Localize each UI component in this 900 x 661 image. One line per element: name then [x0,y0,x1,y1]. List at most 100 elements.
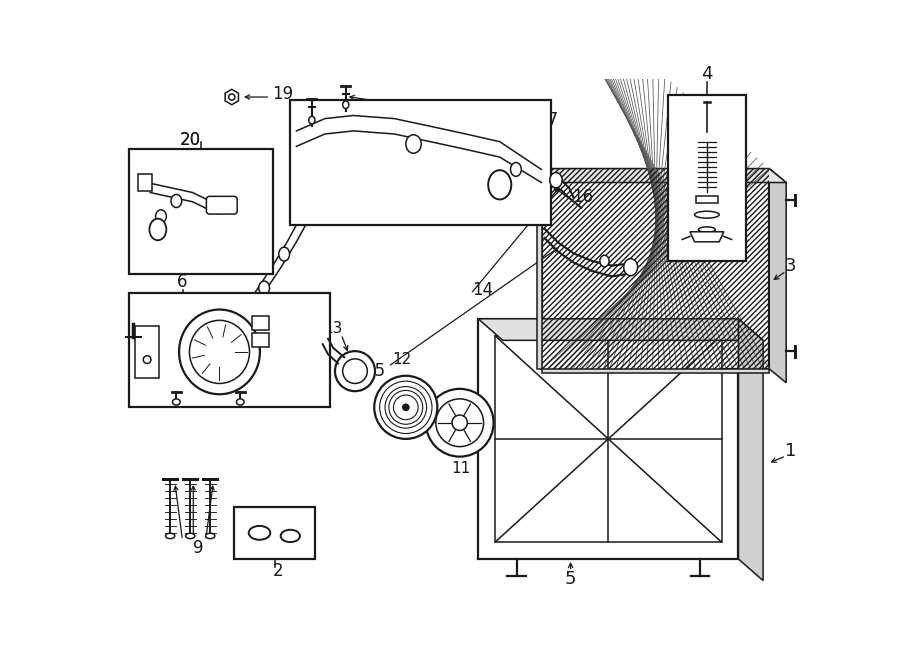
Bar [542,169,770,369]
Text: 16: 16 [572,188,593,206]
Bar [542,169,770,369]
Bar [252,333,269,347]
Text: 10: 10 [134,340,154,356]
Text: 14: 14 [472,280,493,299]
Bar [129,149,274,274]
Text: 21: 21 [238,198,256,212]
Bar [478,319,738,559]
Bar [542,169,770,369]
Bar [542,169,770,369]
Bar [252,317,269,330]
Ellipse shape [374,375,437,439]
Ellipse shape [248,526,270,540]
Ellipse shape [402,405,409,410]
Bar [542,169,770,369]
Text: 18: 18 [306,111,327,129]
Ellipse shape [149,219,166,240]
Bar [542,169,770,369]
Bar [542,169,770,369]
Bar [542,169,770,369]
Ellipse shape [185,533,194,539]
Bar [234,507,315,559]
Bar [129,293,330,407]
Ellipse shape [436,399,483,447]
Bar [542,169,770,369]
Bar [542,169,770,369]
Polygon shape [738,319,763,580]
Bar [542,169,770,369]
Ellipse shape [156,210,166,223]
Polygon shape [770,169,787,383]
Ellipse shape [258,281,269,295]
Bar [542,169,770,369]
Ellipse shape [426,389,493,457]
Bar [542,169,770,369]
Bar [542,169,770,369]
Text: 17: 17 [537,111,558,129]
Text: 11: 11 [452,461,471,477]
Ellipse shape [488,170,511,200]
Ellipse shape [173,399,180,405]
Ellipse shape [695,212,719,218]
Bar [135,326,159,378]
Ellipse shape [237,399,244,405]
Ellipse shape [309,116,315,124]
Bar [542,169,770,369]
Bar [542,169,770,369]
Bar [542,169,770,369]
Text: 13: 13 [324,321,343,336]
Bar [542,169,770,369]
Text: 6: 6 [177,273,188,291]
Bar [542,169,770,369]
Ellipse shape [179,309,260,394]
Text: 15: 15 [364,362,385,380]
Bar [668,95,746,261]
Bar [542,169,770,369]
Text: 5: 5 [565,570,576,588]
Bar [542,169,770,369]
Bar [542,169,770,369]
Ellipse shape [550,173,562,188]
Ellipse shape [189,321,249,383]
Bar [542,169,770,369]
Text: 7: 7 [194,352,202,366]
Text: 9: 9 [193,539,203,557]
Text: 12: 12 [392,352,411,367]
Bar [542,169,770,369]
Bar [542,169,770,369]
Bar [542,169,770,369]
Ellipse shape [510,163,521,176]
Ellipse shape [393,395,419,420]
Bar [542,169,770,369]
Polygon shape [478,319,763,340]
Bar [542,169,770,369]
Bar [542,169,770,369]
Text: 3: 3 [785,257,796,276]
Ellipse shape [279,247,290,261]
FancyBboxPatch shape [206,196,238,214]
Bar [696,196,717,203]
Ellipse shape [599,255,609,267]
Ellipse shape [281,529,300,542]
Ellipse shape [452,415,467,430]
Text: 4: 4 [701,65,713,83]
Bar [542,169,770,369]
Ellipse shape [698,227,716,232]
Bar [542,169,770,369]
Ellipse shape [343,101,349,108]
Bar [542,169,770,369]
Bar [495,336,722,542]
Bar [542,369,770,373]
Polygon shape [542,169,787,182]
Bar [542,169,770,369]
Ellipse shape [385,387,427,428]
Bar [291,100,551,225]
Text: 22: 22 [230,228,249,243]
Text: 2: 2 [273,563,284,580]
Ellipse shape [166,533,175,539]
Bar [537,169,542,369]
Ellipse shape [698,233,716,239]
Ellipse shape [143,356,151,364]
Text: 20: 20 [180,131,201,149]
Bar [542,169,770,369]
